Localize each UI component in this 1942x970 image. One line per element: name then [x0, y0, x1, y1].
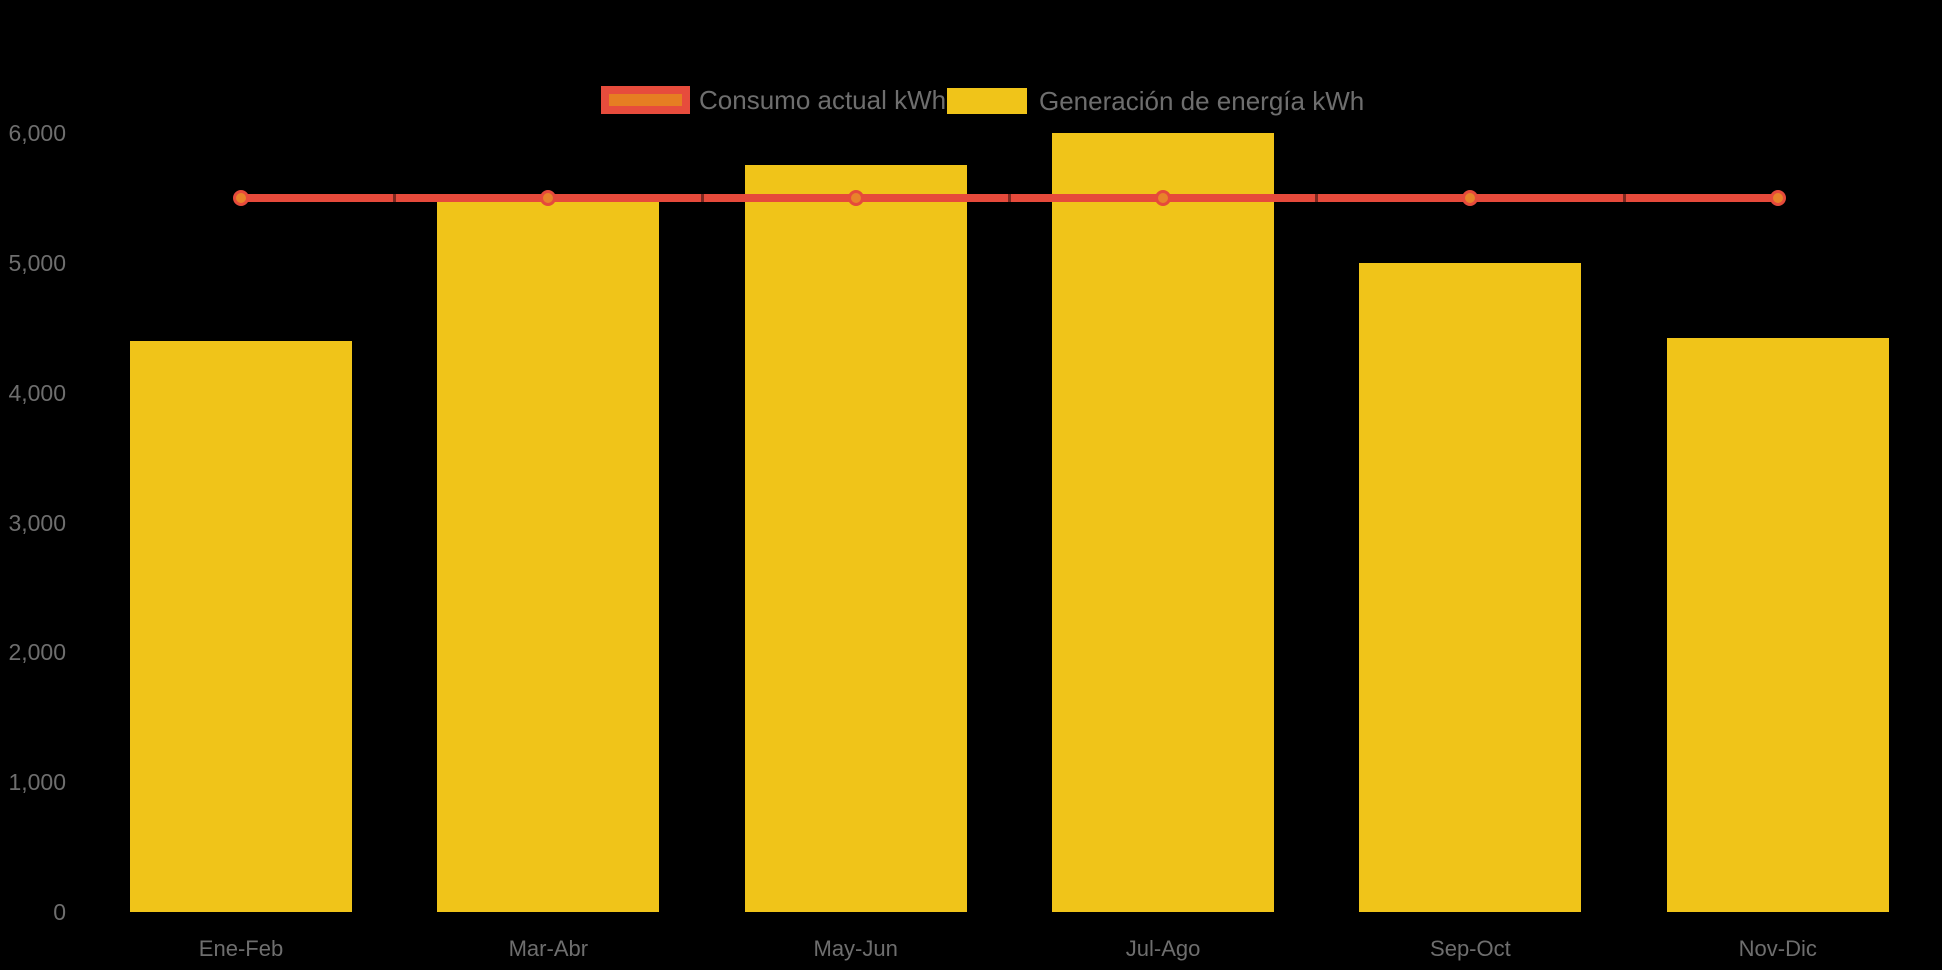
legend-label-consumo: Consumo actual kWh: [699, 85, 947, 115]
x-axis-label-sep-oct: Sep-Oct: [1430, 936, 1511, 961]
legend-label-generacion: Generación de energía kWh: [1039, 86, 1365, 116]
y-axis-tick-label: 4,000: [8, 379, 66, 406]
legend-item-consumo[interactable]: Consumo actual kWh: [601, 86, 946, 114]
bar-generacion-mar-abr: [437, 197, 660, 912]
legend-item-generacion[interactable]: Generación de energía kWh: [947, 87, 1364, 115]
y-axis-tick-label: 3,000: [8, 509, 66, 536]
point-consumo-nov-dic: [1769, 189, 1786, 206]
point-consumo-jul-ago: [1155, 189, 1172, 206]
point-consumo-sep-oct: [1462, 189, 1479, 206]
category-boundary-tick: [393, 192, 397, 203]
y-axis-tick-label: 1,000: [8, 769, 66, 796]
legend-swatch-generacion-bar: [947, 88, 1027, 114]
y-axis-tick-label: 2,000: [8, 639, 66, 666]
legend-swatch-consumo-line: [601, 86, 690, 114]
bar-generacion-ene-feb: [130, 340, 352, 912]
category-boundary-tick: [1007, 192, 1011, 203]
x-axis-label-ene-feb: Ene-Feb: [198, 936, 284, 961]
point-consumo-mar-abr: [540, 189, 557, 206]
bar-generacion-may-jun: [744, 165, 967, 912]
line-consumo: [241, 193, 1778, 202]
y-axis-tick-label: 0: [53, 899, 66, 925]
bar-generacion-jul-ago: [1052, 133, 1275, 912]
point-consumo-may-jun: [847, 189, 864, 206]
x-axis-label-may-jun: May-Jun: [813, 936, 898, 961]
category-boundary-tick: [1622, 192, 1626, 203]
category-boundary-tick: [700, 192, 704, 203]
category-boundary-tick: [1315, 192, 1319, 203]
x-axis-label-jul-ago: Jul-Ago: [1125, 936, 1201, 961]
y-axis-tick-label: 5,000: [8, 249, 66, 276]
bar-generacion-nov-dic: [1666, 338, 1889, 912]
point-consumo-ene-feb: [233, 189, 249, 206]
bar-generacion-sep-oct: [1359, 262, 1582, 912]
x-axis-label-mar-abr: Mar-Abr: [508, 936, 589, 961]
x-axis-label-nov-dic: Nov-Dic: [1738, 936, 1817, 961]
y-axis-tick-label: 6,000: [8, 120, 66, 146]
